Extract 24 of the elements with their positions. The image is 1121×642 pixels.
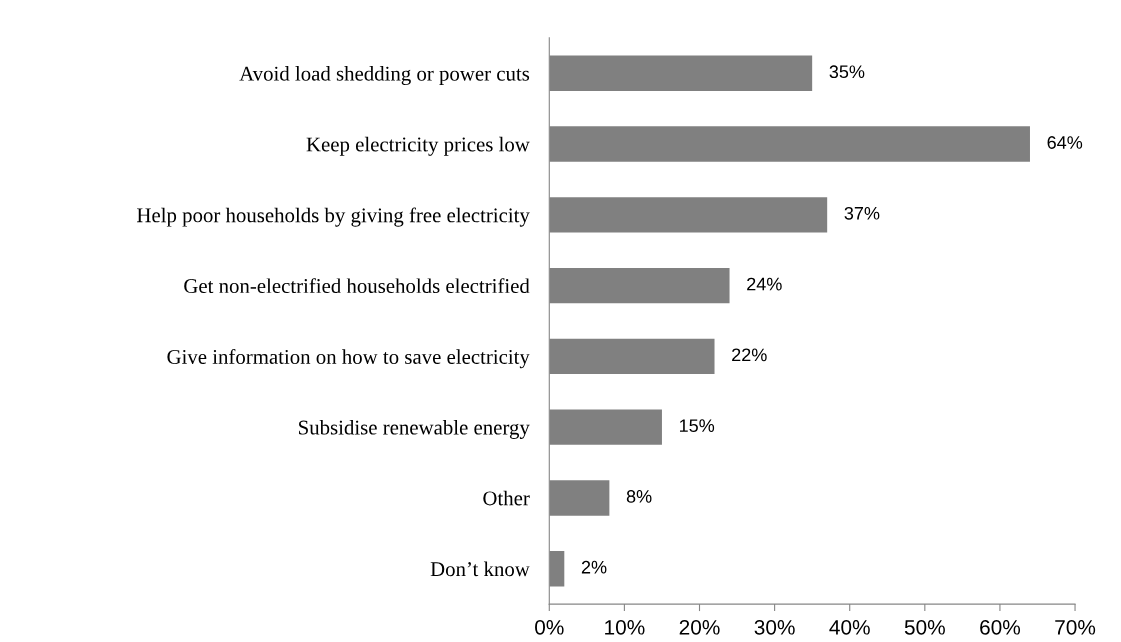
x-tick-label: 70% [1055, 619, 1096, 635]
data-label: 22% [732, 348, 767, 362]
data-label: 24% [747, 277, 782, 291]
x-tick-label: 30% [754, 619, 795, 635]
y-tick-label: Other [483, 490, 530, 506]
y-tick-label: Keep electricity prices low [306, 136, 530, 156]
data-label: 2% [581, 560, 607, 574]
x-tick-label: 60% [980, 619, 1021, 635]
data-label: 37% [844, 206, 880, 220]
y-tick-label: Get non-electrified households electrified [184, 278, 530, 294]
data-label: 15% [679, 419, 715, 433]
x-tick-label: 0% [535, 619, 564, 635]
x-tick-label: 20% [679, 619, 720, 635]
x-tick-label: 50% [904, 619, 945, 635]
y-tick-label: Help poor households by giving free electricity [137, 207, 530, 227]
data-label: 35% [829, 65, 865, 79]
x-tick-label: 40% [829, 619, 870, 635]
data-label: 8% [626, 490, 652, 503]
x-tick-label: 10% [605, 619, 645, 635]
y-tick-label: Don’t know [430, 561, 530, 577]
y-tick-label: Give information on how to save electricity [167, 349, 530, 369]
y-tick-label: Subsidise renewable energy [299, 419, 530, 439]
y-tick-label: Avoid load shedding or power cuts [239, 66, 530, 85]
data-label: 64% [1047, 136, 1083, 149]
